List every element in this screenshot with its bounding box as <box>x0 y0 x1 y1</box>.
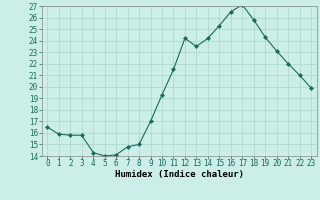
X-axis label: Humidex (Indice chaleur): Humidex (Indice chaleur) <box>115 170 244 179</box>
